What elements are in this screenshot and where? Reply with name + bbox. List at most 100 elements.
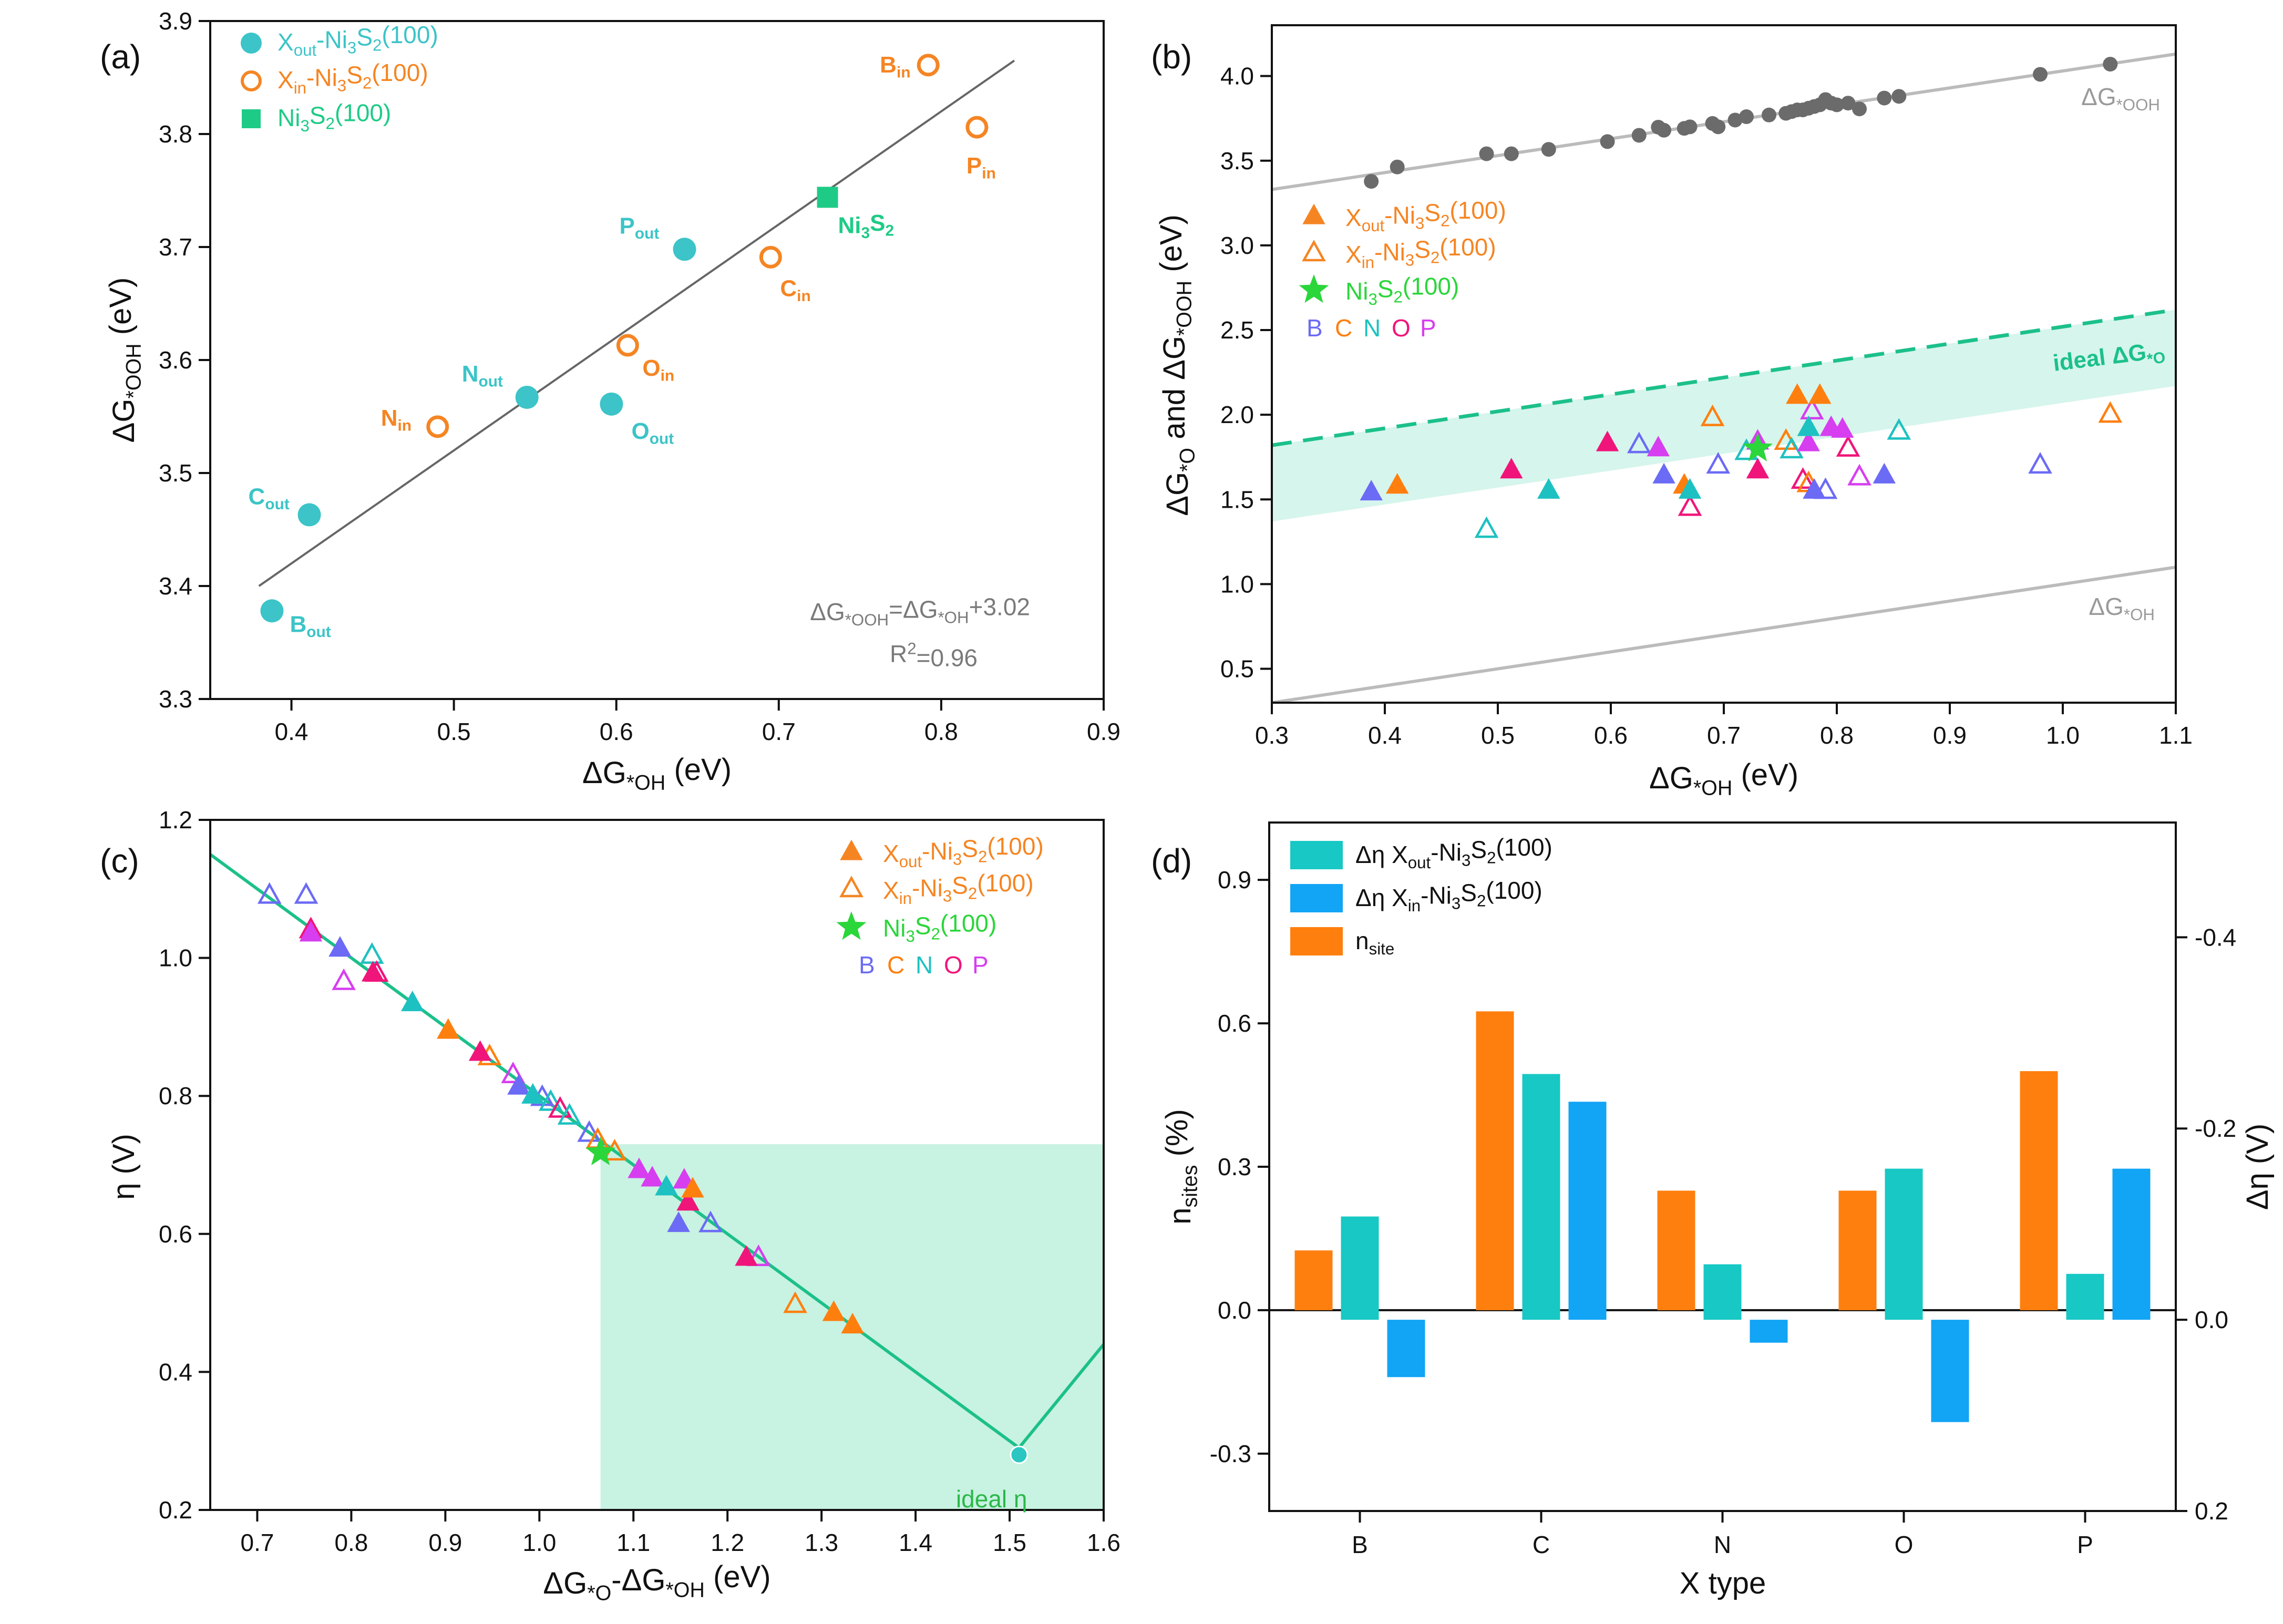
c-x-tick-label: 1.3 [805, 1529, 838, 1556]
b-open-triangle [1678, 494, 1702, 516]
b-ooh-point [1829, 97, 1844, 112]
a-point-label: Nin [381, 405, 412, 435]
b-x-tick-label: 0.9 [1933, 722, 1967, 749]
c-open-triangle [746, 1244, 771, 1267]
b-ooh-point [2103, 57, 2118, 72]
c-x-tick-label: 1.5 [993, 1529, 1026, 1556]
a-point-out [297, 503, 321, 527]
c-filled-triangle [299, 921, 323, 942]
c-filled-triangle [655, 1175, 678, 1196]
a-y-tick-label: 3.8 [159, 120, 192, 148]
b-filled-triangle [1797, 430, 1820, 451]
c-y-tick-label: 0.2 [159, 1496, 192, 1524]
d-yr-tick-label: -0.2 [2195, 1115, 2236, 1142]
b-ooh-point [1504, 146, 1519, 161]
c-legend-letter: N [916, 951, 933, 979]
panel-a: 0.4 0.5 0.6 0.7 0.8 0.9 3.3 3.4 3.5 3.6 3.7 3.8 3.9 (… [100, 7, 1120, 795]
b-legend-letter: N [1363, 314, 1381, 342]
a-point-label: Nout [462, 361, 503, 390]
b-ooh-point [1657, 122, 1672, 138]
a-point-in [917, 54, 940, 77]
b-legend-letter: P [1420, 314, 1436, 342]
c-x-tick-label: 0.9 [428, 1529, 462, 1556]
a-point-out [600, 392, 623, 416]
c-y-tick-label: 1.0 [159, 944, 192, 972]
b-ooh-point [1852, 101, 1867, 117]
a-point-label: Cout [249, 484, 290, 513]
b-x-tick-label: 0.6 [1594, 722, 1628, 749]
panel-d: B C N O P -0.3 0.0 0.3 0.6 0.9 0.2 0.0 -0.2 -0.4 (d) X … [1151, 821, 2275, 1600]
c-x-tick-label: 1.0 [522, 1529, 556, 1556]
a-point-label: Bout [290, 611, 331, 641]
c-legend-marker [840, 839, 863, 860]
d-legend-label: Δη Xin-Ni3S2(100) [1355, 877, 1542, 915]
b-ooh-point [2033, 67, 2048, 82]
a-legend-label: Xout-Ni3S2(100) [277, 21, 438, 59]
b-ooh-point [1479, 146, 1494, 161]
b-filled-triangle [1596, 430, 1619, 451]
a-point-out [260, 599, 284, 623]
a-point-out [673, 238, 696, 261]
d-bar-p [2112, 1168, 2151, 1320]
c-open-triangle [548, 1096, 572, 1118]
b-open-triangle [1706, 452, 1731, 474]
c-filled-triangle [735, 1245, 758, 1266]
b-legend-marker [1302, 203, 1325, 224]
b-ooh-point [1840, 96, 1856, 111]
a-point-label: Pin [966, 153, 996, 182]
c-filled-triangle [841, 1313, 864, 1334]
a-y-tick-label: 3.5 [159, 459, 192, 487]
b-line [1272, 307, 2176, 447]
b-filled-triangle [1647, 436, 1670, 457]
b-ooh-point [1727, 112, 1743, 128]
a-x-tick-label: 0.8 [924, 718, 958, 745]
d-xlabel: X type [1680, 1566, 1766, 1600]
b-filled-triangle [1808, 383, 1832, 404]
b-filled-triangle [1803, 478, 1826, 499]
b-y-tick-label: 2.5 [1220, 316, 1254, 344]
c-ni3s2-star [585, 1136, 616, 1166]
b-open-triangle [2028, 452, 2052, 474]
b-legend-marker [1299, 274, 1329, 303]
d-x-tick-label: P [2077, 1531, 2093, 1558]
a-legend-label: Xin-Ni3S2(100) [277, 59, 428, 97]
b-y-tick-label: 3.5 [1220, 147, 1254, 174]
b-y-tick-label: 1.0 [1220, 570, 1254, 598]
b-legend-label: Ni3S2(100) [1345, 273, 1459, 309]
d-bar-c [1568, 1102, 1607, 1320]
b-filled-triangle [1500, 458, 1523, 479]
d-bar-c [1522, 1074, 1560, 1320]
c-legend-marker [839, 876, 863, 898]
d-ylabel-right: Δη (V) [2240, 1124, 2275, 1210]
d-bar-o [1931, 1320, 1969, 1422]
c-legend-letter: P [972, 951, 989, 979]
c-open-triangle [783, 1291, 807, 1313]
a-point-in [616, 334, 639, 357]
panel-b-label: (b) [1151, 38, 1192, 76]
b-ooh-point [1711, 119, 1726, 135]
b-ni3s2-star [1743, 433, 1773, 461]
panel-c: 0.7 0.8 0.9 1.0 1.1 1.2 1.3 1.4 1.5 1.6 0.2 0.4 0.6 0… [100, 806, 1120, 1605]
b-open-triangle [1627, 431, 1651, 454]
d-legend-label: Δη Xout-Ni3S2(100) [1355, 834, 1552, 872]
panel-c-label: (c) [100, 842, 139, 880]
b-x-tick-label: 0.4 [1368, 722, 1402, 749]
c-filled-triangle [681, 1177, 704, 1198]
b-filled-triangle [1831, 417, 1854, 438]
c-open-triangle [332, 968, 356, 990]
a-legend-marker [241, 33, 262, 54]
b-filled-triangle [1360, 480, 1383, 501]
c-filled-triangle [401, 990, 424, 1011]
a-point-out [515, 385, 539, 409]
c-open-triangle [577, 1120, 601, 1142]
b-ooh-point [1541, 142, 1556, 157]
b-ylabel: ΔG*O and ΔG*OOH (eV) [1154, 214, 1199, 516]
c-x-tick-label: 0.8 [334, 1529, 368, 1556]
b-legend-label: Xout-Ni3S2(100) [1345, 197, 1506, 235]
a-fit-line [258, 59, 1015, 587]
d-x-tick-label: N [1714, 1531, 1731, 1558]
b-ooh-point [1682, 119, 1698, 135]
d-yl-tick-label: 0.3 [1218, 1153, 1251, 1180]
c-plot-area [210, 853, 1104, 1510]
b-open-triangle [2098, 401, 2123, 423]
